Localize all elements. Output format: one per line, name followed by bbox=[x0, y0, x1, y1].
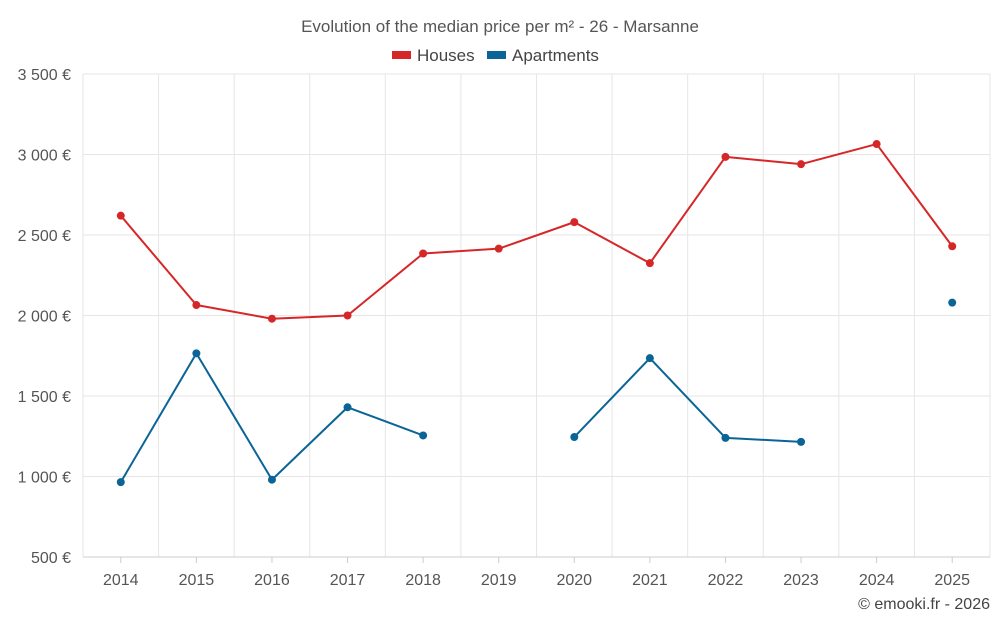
y-tick-label: 2 000 € bbox=[18, 309, 71, 326]
x-tick-label: 2020 bbox=[556, 572, 592, 589]
data-point-apartments[interactable] bbox=[343, 403, 352, 412]
x-tick-label: 2019 bbox=[481, 572, 517, 589]
series-apartments bbox=[116, 298, 957, 487]
credit-text: © emooki.fr - 2026 bbox=[858, 596, 990, 613]
data-point-apartments[interactable] bbox=[645, 354, 654, 363]
legend-label-houses: Houses bbox=[417, 46, 475, 65]
x-tick-label: 2024 bbox=[859, 572, 895, 589]
series-line-apartments bbox=[119, 352, 424, 483]
data-point-houses[interactable] bbox=[721, 152, 730, 161]
y-tick-label: 3 500 € bbox=[18, 67, 71, 84]
data-point-houses[interactable] bbox=[948, 242, 957, 251]
y-tick-label: 1 500 € bbox=[18, 389, 71, 406]
series-line-apartments bbox=[573, 357, 802, 443]
x-tick-label: 2016 bbox=[254, 572, 290, 589]
data-point-houses[interactable] bbox=[797, 160, 806, 169]
data-point-apartments[interactable] bbox=[948, 298, 957, 307]
legend-swatch-apartments bbox=[487, 51, 506, 59]
series-houses bbox=[116, 140, 957, 323]
data-point-houses[interactable] bbox=[419, 249, 428, 258]
legend-item-houses[interactable]: Houses bbox=[392, 46, 475, 65]
chart-title: Evolution of the median price per m² - 2… bbox=[301, 17, 699, 36]
data-point-apartments[interactable] bbox=[570, 433, 579, 442]
data-point-houses[interactable] bbox=[570, 218, 579, 227]
data-point-apartments[interactable] bbox=[192, 349, 201, 358]
legend: Houses Apartments bbox=[392, 46, 599, 65]
data-point-apartments[interactable] bbox=[797, 437, 806, 446]
data-point-houses[interactable] bbox=[645, 259, 654, 268]
y-tick-label: 1 000 € bbox=[18, 470, 71, 487]
series-line-houses bbox=[120, 143, 954, 320]
y-tick-label: 2 500 € bbox=[18, 228, 71, 245]
x-tick-label: 2015 bbox=[179, 572, 215, 589]
data-point-apartments[interactable] bbox=[116, 478, 125, 487]
y-tick-label: 3 000 € bbox=[18, 148, 71, 165]
x-tick-label: 2014 bbox=[103, 572, 139, 589]
legend-label-apartments: Apartments bbox=[512, 46, 599, 65]
data-point-apartments[interactable] bbox=[419, 431, 428, 440]
x-tick-label: 2017 bbox=[330, 572, 366, 589]
x-tick-label: 2022 bbox=[708, 572, 744, 589]
gridlines bbox=[82, 73, 991, 558]
y-axis-ticks: 500 € 1 000 € 1 500 € 2 000 € 2 500 € 3 000 €… bbox=[18, 67, 71, 567]
legend-item-apartments[interactable]: Apartments bbox=[487, 46, 599, 65]
series-layer bbox=[116, 140, 957, 487]
x-tick-label: 2021 bbox=[632, 572, 668, 589]
data-point-houses[interactable] bbox=[494, 244, 503, 253]
data-point-houses[interactable] bbox=[116, 211, 125, 220]
y-tick-label: 500 € bbox=[31, 550, 71, 567]
x-axis-ticks: 2014 2015 2016 2017 2018 2019 2020 2021 2022 2023… bbox=[103, 557, 970, 589]
x-tick-label: 2025 bbox=[934, 572, 970, 589]
data-point-houses[interactable] bbox=[343, 311, 352, 320]
data-point-apartments[interactable] bbox=[721, 433, 730, 442]
x-tick-label: 2018 bbox=[405, 572, 441, 589]
x-tick-label: 2023 bbox=[783, 572, 819, 589]
legend-swatch-houses bbox=[392, 51, 411, 59]
data-point-houses[interactable] bbox=[267, 314, 276, 323]
data-point-apartments[interactable] bbox=[267, 475, 276, 484]
data-point-houses[interactable] bbox=[192, 301, 201, 310]
data-point-houses[interactable] bbox=[872, 140, 881, 149]
